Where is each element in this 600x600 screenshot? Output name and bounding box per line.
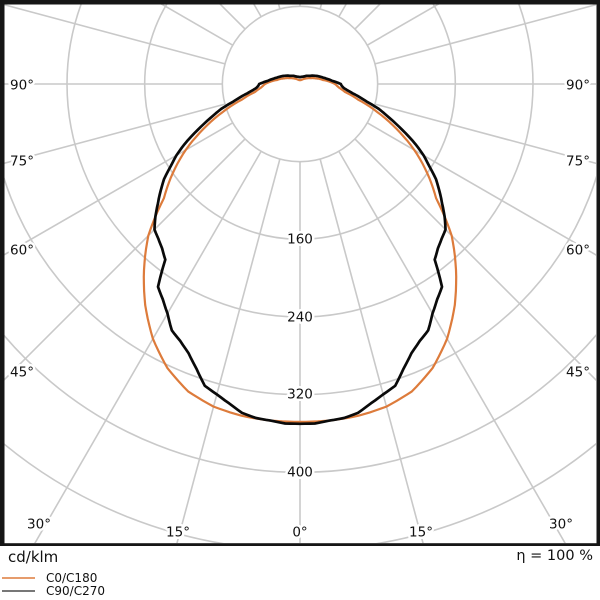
radial-tick-label: 320 bbox=[287, 387, 313, 403]
grid-ray bbox=[374, 103, 596, 165]
legend-item-c0-c180: C0/C180 bbox=[0, 571, 97, 584]
grid-ray bbox=[4, 4, 226, 65]
radial-tick-label: 160 bbox=[287, 232, 313, 248]
grid-ray bbox=[176, 158, 281, 543]
grid-ray bbox=[4, 103, 226, 165]
angle-label: 15° bbox=[409, 525, 433, 541]
angle-label: 15° bbox=[166, 525, 190, 541]
grid-ray bbox=[374, 4, 596, 65]
grid-ray bbox=[366, 122, 596, 256]
angle-label: 90° bbox=[566, 78, 590, 94]
angle-label: 0° bbox=[292, 525, 307, 541]
legend-label-c90-c270: C90/C270 bbox=[46, 583, 105, 598]
angle-label: 30° bbox=[549, 517, 573, 533]
grid-ray bbox=[4, 122, 234, 256]
grid-ray bbox=[366, 4, 440, 46]
angle-label: 45° bbox=[10, 365, 34, 381]
grid-ray bbox=[354, 138, 596, 382]
angle-label: 45° bbox=[566, 365, 590, 381]
angle-label: 60° bbox=[566, 243, 590, 259]
angle-label: 75° bbox=[10, 154, 34, 170]
angle-label: 30° bbox=[27, 517, 51, 533]
curve-c90-c270 bbox=[153, 74, 447, 426]
legend-unit-label: cd/klm bbox=[8, 548, 59, 566]
grid-ray bbox=[4, 138, 246, 381]
legend-item-c90-c270: C90/C270 bbox=[0, 584, 105, 597]
frame-top bbox=[0, 0, 600, 5]
efficiency-label: η = 100 % bbox=[516, 548, 593, 564]
frame-right bbox=[596, 0, 600, 546]
legend-line-c90-c270-icon bbox=[2, 589, 35, 592]
radial-tick-label: 400 bbox=[287, 465, 313, 481]
grid-ray bbox=[338, 150, 566, 543]
angle-label: 75° bbox=[566, 154, 590, 170]
angle-label: 60° bbox=[10, 243, 34, 259]
radial-tick-label: 240 bbox=[287, 310, 313, 326]
grid-ray bbox=[160, 4, 234, 46]
angle-label: 90° bbox=[10, 78, 34, 94]
grid-ray bbox=[34, 150, 262, 543]
legend-line-c0-c180-icon bbox=[2, 576, 35, 579]
frame-bottom-separator bbox=[0, 543, 600, 546]
legend-label-c0-c180: C0/C180 bbox=[46, 570, 98, 585]
curve-c0-c180 bbox=[142, 76, 458, 423]
grid-ray bbox=[319, 158, 424, 543]
frame-left bbox=[0, 0, 5, 546]
grid-ring bbox=[221, 5, 379, 163]
